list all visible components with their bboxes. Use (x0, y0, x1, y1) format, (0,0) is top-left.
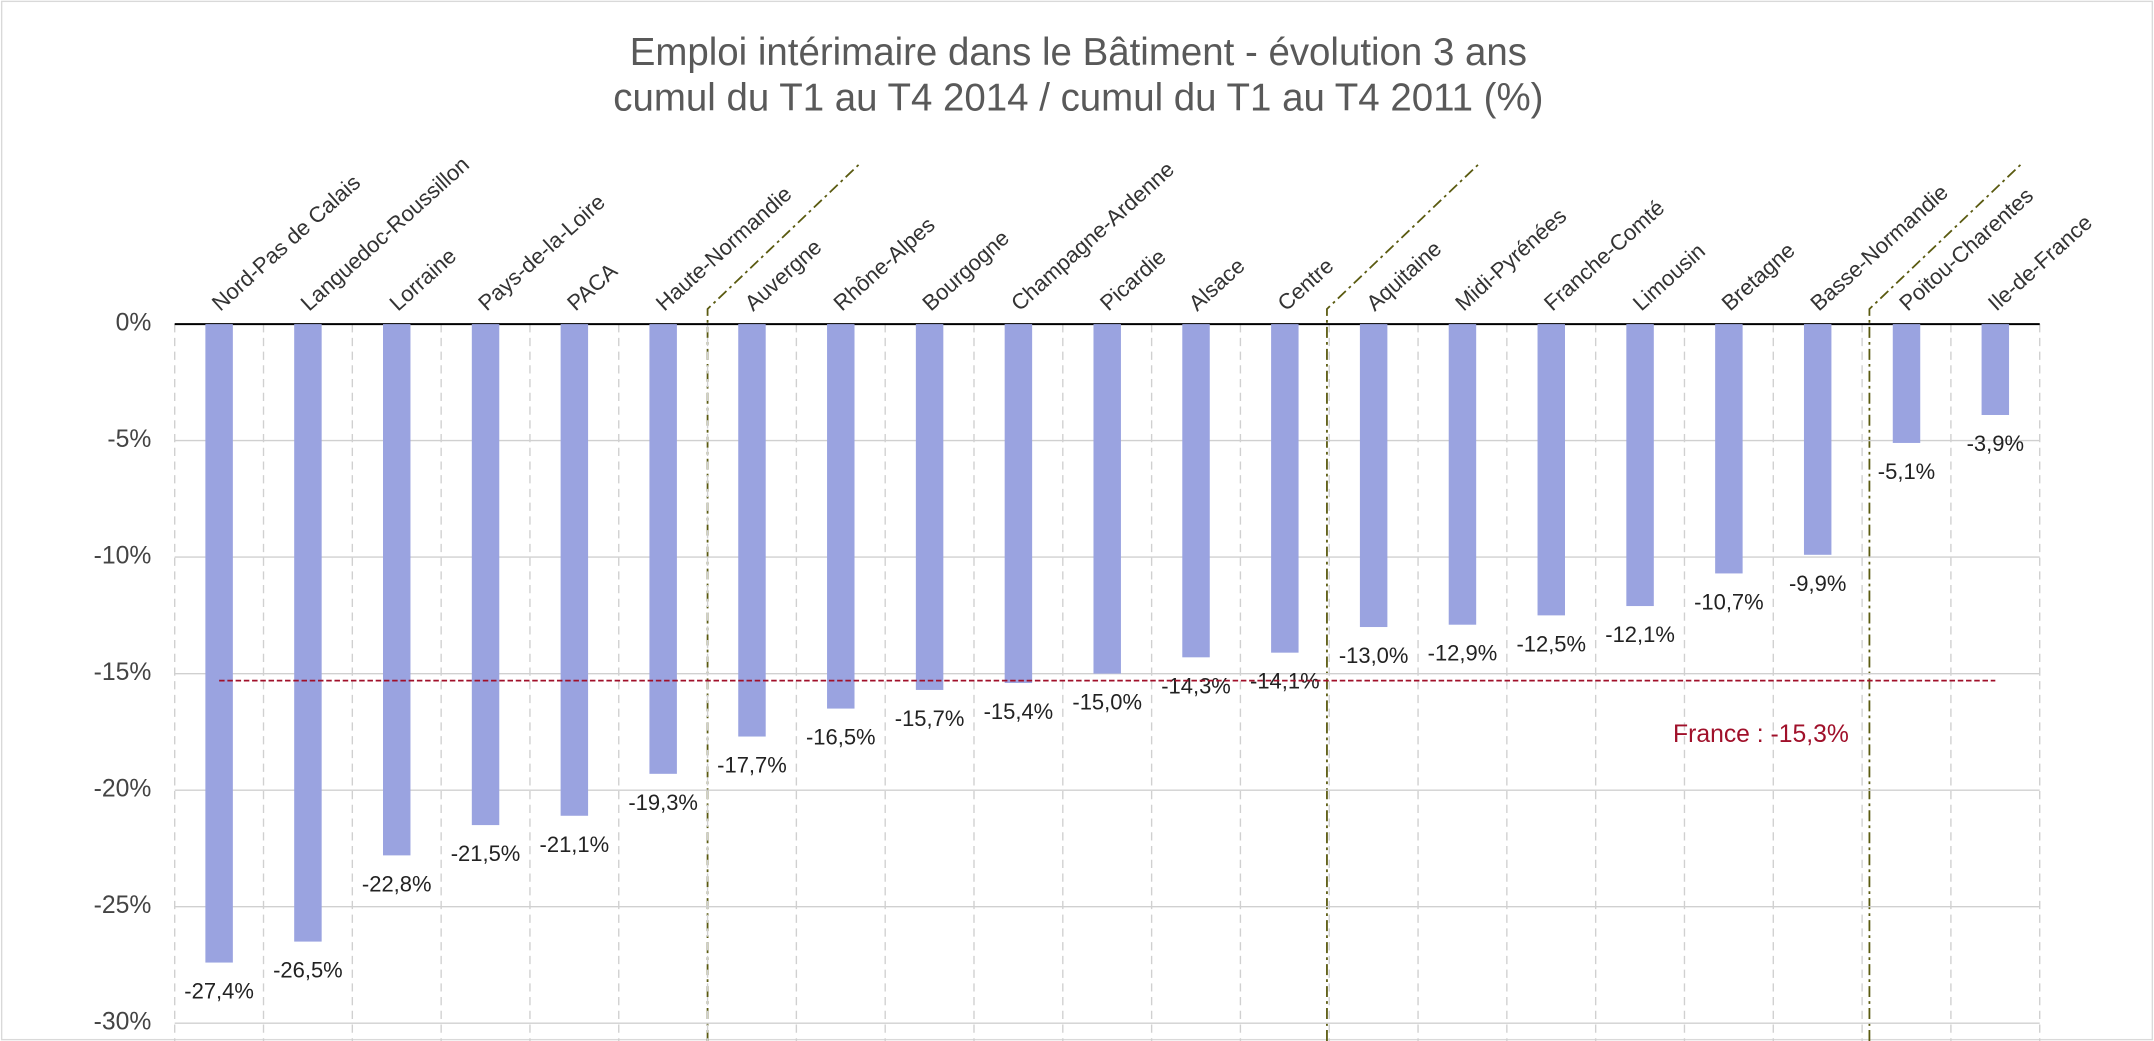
bar (738, 324, 766, 737)
chart-subtitle: cumul du T1 au T4 2014 / cumul du T1 au … (613, 76, 1543, 119)
value-label: -5,1% (1878, 459, 1935, 484)
y-tick-label: -25% (94, 892, 152, 919)
group-separator (1868, 164, 2022, 1041)
bar (560, 324, 589, 816)
bar (1715, 324, 1743, 574)
value-label: -15,4% (984, 699, 1054, 724)
value-label: -21,1% (540, 832, 610, 857)
bar (471, 324, 500, 826)
bar (1271, 324, 1299, 653)
value-label: -22,8% (362, 871, 432, 896)
value-label: -12,9% (1428, 641, 1498, 666)
y-tick-label: -5% (107, 426, 151, 453)
value-label: -3,9% (1967, 431, 2024, 456)
value-label: -14,3% (1161, 673, 1231, 698)
bar (827, 324, 855, 709)
value-label: -15,0% (1072, 690, 1142, 715)
bar (649, 324, 677, 774)
value-label: -17,7% (717, 753, 787, 778)
reference-label: France : -15,3% (1673, 721, 1849, 748)
y-tick-label: 0% (116, 310, 152, 337)
value-label: -12,5% (1516, 631, 1586, 656)
bar (1626, 324, 1654, 607)
value-label: -16,5% (806, 725, 876, 750)
value-label: -21,5% (451, 841, 521, 866)
value-label: -19,3% (628, 790, 698, 815)
value-label: -15,7% (895, 706, 965, 731)
group-separator (1326, 164, 1479, 1041)
bar (915, 324, 944, 690)
bar (205, 324, 233, 963)
y-tick-label: -10% (94, 543, 152, 570)
value-label: -9,9% (1789, 571, 1846, 596)
bar (1892, 324, 1921, 443)
bar (294, 324, 322, 942)
bar (1537, 324, 1565, 616)
value-label: -27,4% (184, 979, 254, 1004)
bar (1448, 324, 1477, 625)
bar (1182, 324, 1210, 658)
bar (1004, 324, 1033, 683)
value-label: -26,5% (273, 958, 343, 983)
bar (1359, 324, 1388, 628)
chart-title: Emploi intérimaire dans le Bâtiment - év… (630, 31, 1527, 74)
y-tick-label: -15% (94, 659, 152, 686)
bar (1803, 324, 1832, 555)
bar (383, 324, 411, 856)
value-label: -12,1% (1605, 622, 1675, 647)
value-label: -10,7% (1694, 589, 1764, 614)
y-tick-label: -20% (94, 776, 152, 803)
value-label: -13,0% (1339, 643, 1409, 668)
bar (1981, 324, 2010, 415)
bar (1093, 324, 1121, 674)
y-tick-label: -30% (94, 1009, 152, 1036)
